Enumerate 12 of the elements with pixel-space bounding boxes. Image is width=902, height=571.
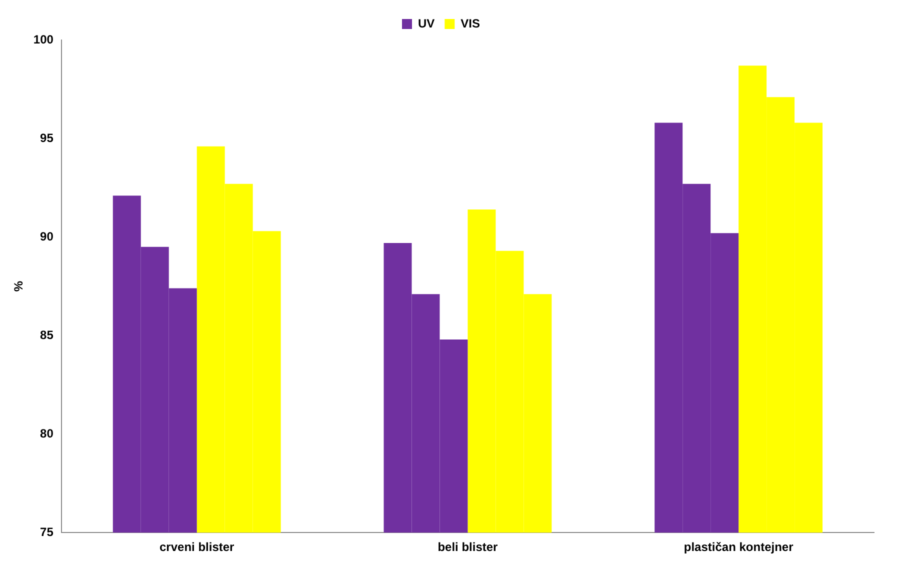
y-tick-label: 95 [40,130,54,145]
y-tick-label: 100 [33,32,54,46]
y-tick-label: 75 [40,524,54,539]
y-tick-label: 80 [40,426,54,440]
y-tick-label: 90 [40,229,54,244]
y-axis-title: % [12,280,26,292]
y-tick-label: 85 [40,328,54,342]
x-tick-label: beli blister [438,540,498,554]
x-tick-label: crveni blister [160,540,235,554]
legend-label: VIS [460,16,480,30]
legend-label: UV [418,16,435,30]
x-tick-label: plastičan kontejner [684,540,794,554]
